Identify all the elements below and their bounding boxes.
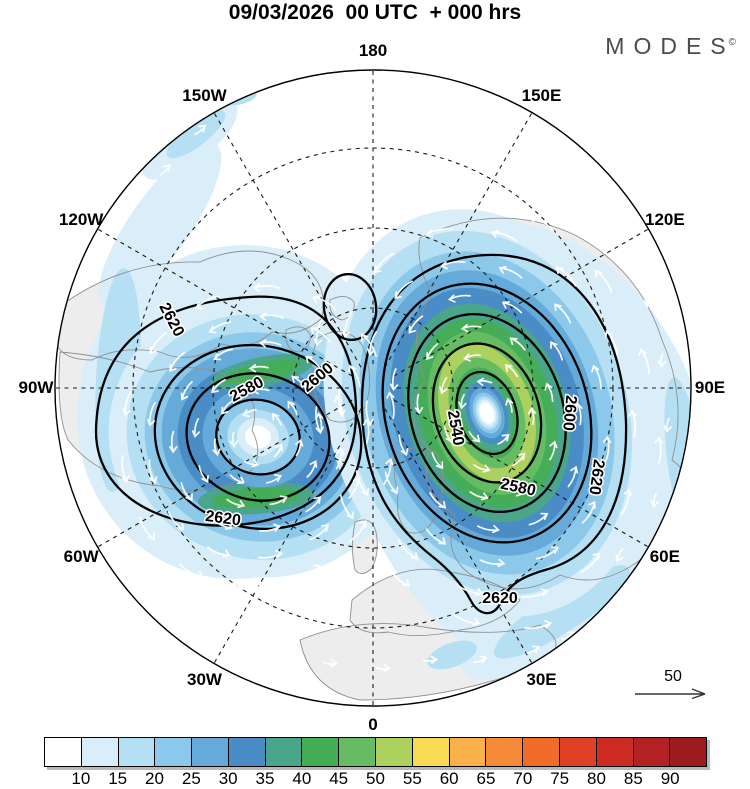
contour-label: 2600 <box>559 395 579 432</box>
colorbar-segment <box>228 738 266 766</box>
colorbar-tick-label: 30 <box>218 769 238 788</box>
colorbar-segment <box>412 738 450 766</box>
colorbar-segment <box>155 738 193 766</box>
colorbar-segment <box>633 738 671 766</box>
colorbar-segment <box>596 738 634 766</box>
copyright-icon: © <box>728 37 736 49</box>
colorbar-tick-label: 20 <box>145 769 164 788</box>
colorbar-segment <box>118 738 156 766</box>
colorbar-segment <box>45 738 82 766</box>
wind-scale-arrow-icon <box>635 688 706 700</box>
colorbar-segment <box>265 738 303 766</box>
colorbar-segment <box>559 738 597 766</box>
colorbar-tick-label: 70 <box>513 769 533 788</box>
colorbar-segment <box>192 738 229 766</box>
wind-scale-label: 50 <box>664 668 682 685</box>
colorbar-tick-label: 45 <box>329 769 349 788</box>
colorbar-tick-label: 50 <box>366 769 385 788</box>
modes-logo-text: MODES <box>605 33 735 59</box>
colorbar-tick-label: 10 <box>71 769 91 788</box>
colorbar-tick-label: 25 <box>181 769 201 788</box>
colorbar-tick-label: 65 <box>476 769 496 788</box>
colorbar-segment <box>339 738 377 766</box>
colorbar-segment <box>449 738 487 766</box>
colorbar-tick-label: 15 <box>108 769 128 788</box>
height-contour-layer <box>94 253 628 615</box>
colorbar-tick-label: 40 <box>292 769 312 788</box>
map-canvas: 2580 2600 2620 2620 2540 2580 2600 2620 2620 <box>54 69 692 707</box>
colorbar-tick-labels: 10 15 20 25 30 35 40 45 50 55 60 65 70 75 80 85 90 <box>44 769 707 789</box>
contour-label: 2620 <box>482 590 518 607</box>
colorbar-tick-label: 75 <box>550 769 570 788</box>
colorbar-tick-label: 60 <box>439 769 459 788</box>
colorbar-segment <box>670 738 707 766</box>
colorbar-tick-label: 85 <box>623 769 643 788</box>
colorbar-segment <box>376 738 413 766</box>
colorbar-tick-label: 80 <box>587 769 606 788</box>
colorbar <box>44 737 707 767</box>
colorbar-segment <box>486 738 524 766</box>
colorbar-segment <box>302 738 340 766</box>
colorbar-segment <box>523 738 560 766</box>
colorbar-tick-label: 55 <box>402 769 422 788</box>
modes-logo: MODES© <box>605 33 736 60</box>
colorbar-tick-label: 35 <box>255 769 275 788</box>
wind-scale: 50 <box>628 668 718 712</box>
chart-title: 09/03/2026 00 UTC + 000 hrs <box>228 1 522 24</box>
colorbar-segment <box>81 738 119 766</box>
wind-arrows-layer <box>121 124 672 673</box>
colorbar-tick-label: 90 <box>660 769 680 788</box>
